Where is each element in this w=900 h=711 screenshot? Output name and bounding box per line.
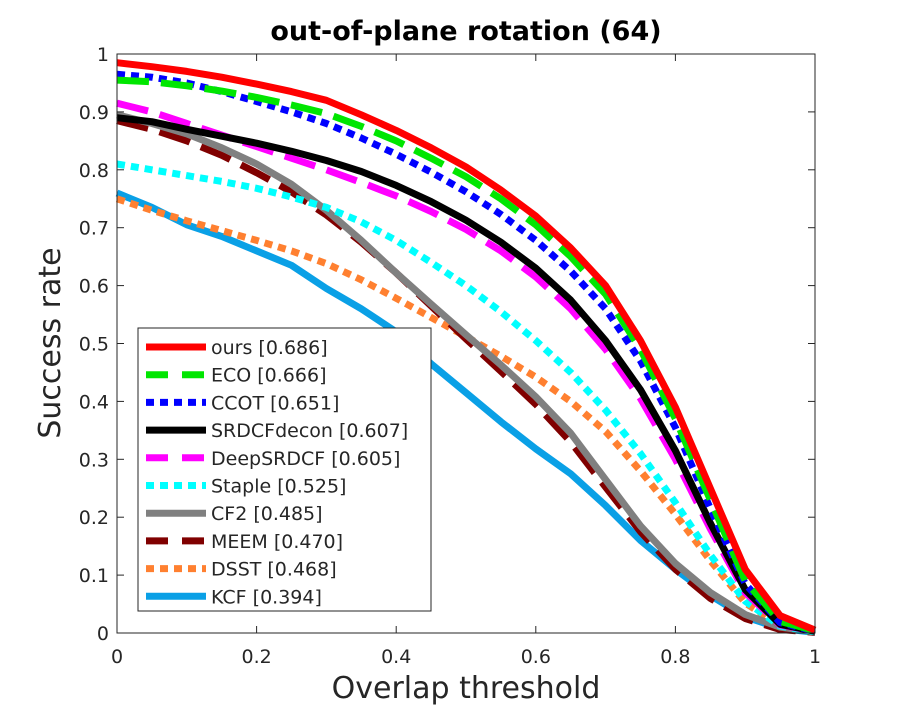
legend-entry-label: KCF [0.394]	[211, 586, 322, 608]
y-axis-ticks: 0 0.1 0.2 0.3 0.4 0.5 0.6 0.7 0.8 0.9 1	[79, 44, 815, 645]
x-axis-label: Overlap threshold	[332, 671, 601, 706]
x-tick-label: 1	[809, 646, 821, 668]
x-tick-label: 0.4	[381, 646, 411, 668]
y-tick-label: 0.2	[79, 507, 109, 529]
x-axis-ticks: 0 0.2 0.4 0.6 0.8 1	[111, 54, 821, 668]
legend-entry-label: DeepSRDCF [0.605]	[211, 448, 400, 470]
legend-entry-label: ours [0.686]	[211, 337, 328, 359]
y-tick-label: 0.3	[79, 449, 109, 471]
chart-title: out-of-plane rotation (64)	[270, 16, 661, 47]
y-tick-label: 0.9	[79, 102, 109, 124]
x-tick-label: 0.6	[521, 646, 551, 668]
legend-entry-label: SRDCFdecon [0.607]	[211, 420, 408, 442]
y-tick-label: 0	[97, 623, 109, 645]
y-tick-label: 0.6	[79, 276, 109, 298]
x-tick-label: 0.8	[660, 646, 690, 668]
legend-entry-label: DSST [0.468]	[211, 559, 337, 581]
series-line-9	[115, 195, 816, 636]
legend-entry-label: MEEM [0.470]	[211, 531, 343, 553]
y-tick-label: 1	[97, 44, 109, 66]
y-tick-label: 0.1	[79, 565, 109, 587]
x-tick-label: 0	[111, 646, 123, 668]
legend-entry-label: ECO [0.666]	[211, 365, 326, 387]
series-line-2	[116, 76, 816, 635]
y-tick-label: 0.4	[79, 391, 109, 413]
legend-entry-label: CF2 [0.485]	[211, 503, 323, 525]
y-tick-label: 0.8	[79, 160, 109, 182]
legend-entry-label: Staple [0.525]	[211, 476, 346, 498]
series-line-6	[116, 160, 816, 636]
series-line-4	[116, 114, 816, 635]
series-layer	[115, 59, 817, 636]
x-tick-label: 0.2	[241, 646, 271, 668]
y-axis-label: Success rate	[33, 247, 68, 438]
y-tick-label: 0.7	[79, 218, 109, 240]
y-tick-label: 0.5	[79, 334, 109, 356]
legend-entry-label: CCOT [0.651]	[211, 392, 339, 414]
series-line-1	[116, 59, 817, 634]
series-line-5	[116, 99, 816, 635]
legend: ours [0.686] ECO [0.666] CCOT [0.651] SRDCF…	[137, 327, 432, 612]
series-line-7	[116, 111, 816, 636]
